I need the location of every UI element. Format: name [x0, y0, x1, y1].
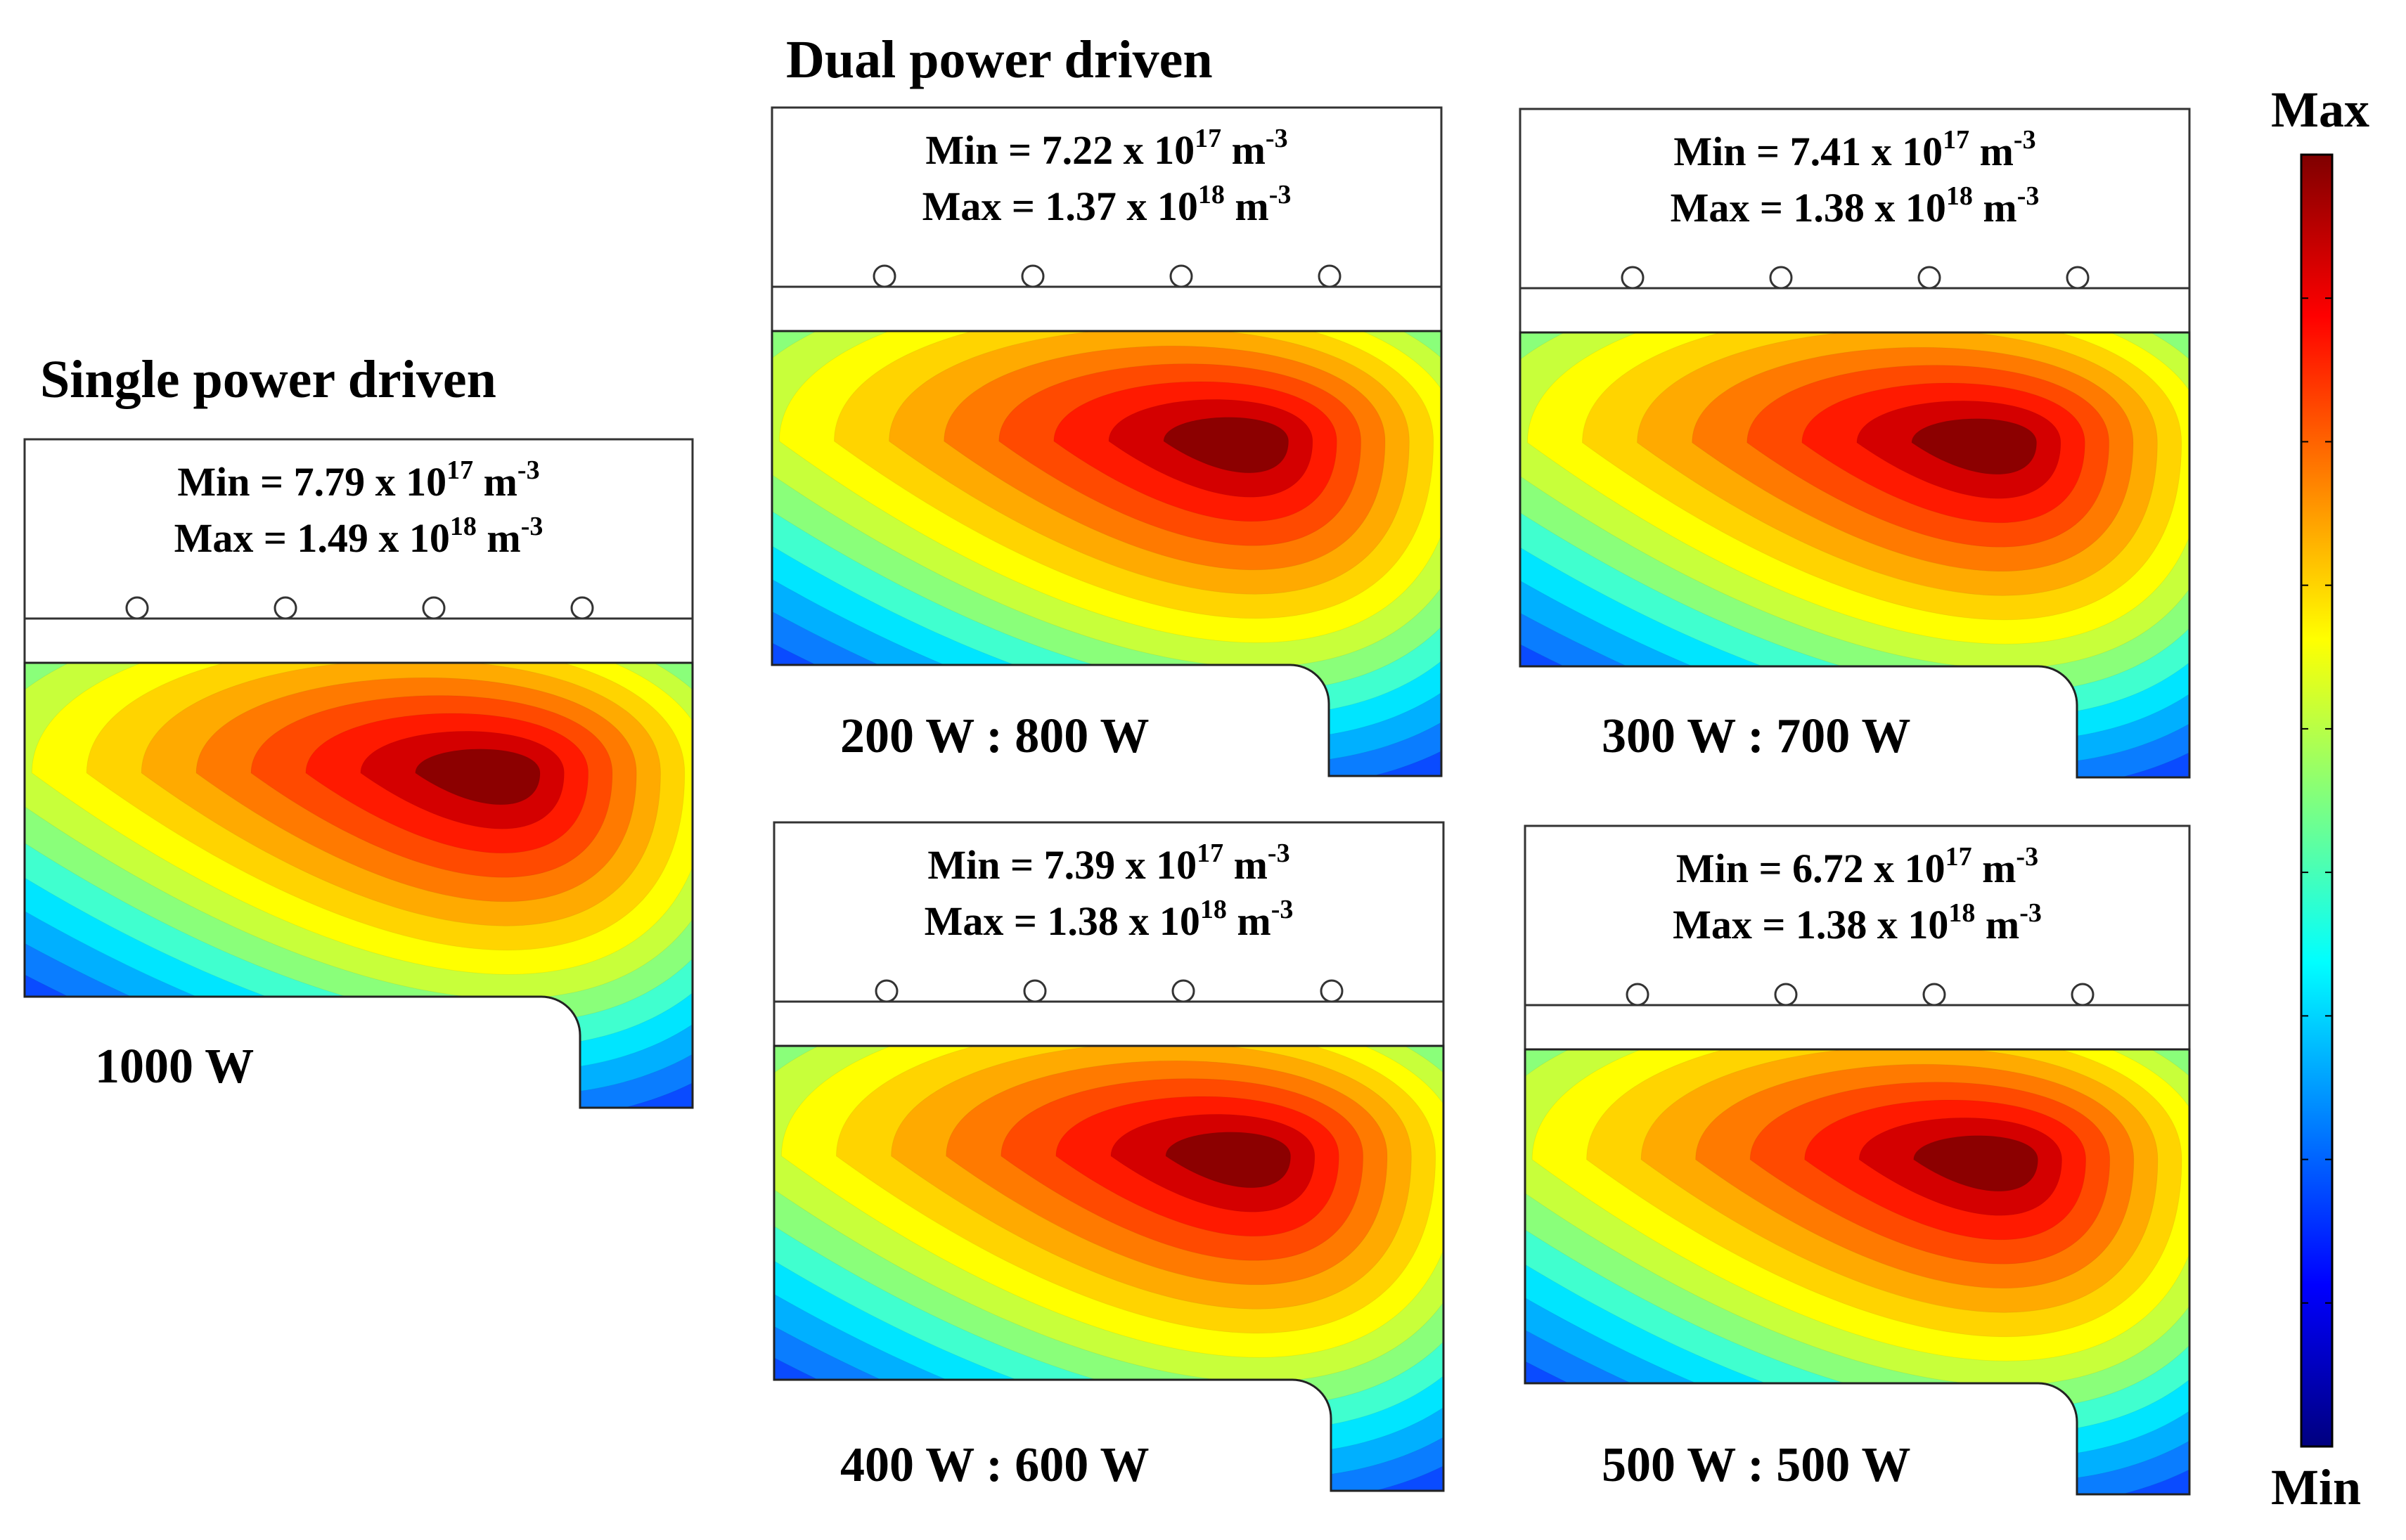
coil-circle — [1621, 266, 1645, 290]
coil-circle — [1169, 264, 1193, 288]
colorbar: Max Min — [2271, 82, 2369, 1515]
panel-300w-700w: Min = 7.41 x 1017 m-3 Max = 1.38 x 1018 m… — [1519, 108, 2191, 779]
coil-circle — [422, 596, 446, 620]
coil-circle — [1320, 979, 1344, 1003]
min-value: Min = 7.39 x 1017 m-3 — [927, 839, 1289, 888]
coil-circle — [1023, 979, 1047, 1003]
power-label: 1000 W — [95, 1040, 254, 1094]
max-value: Max = 1.38 x 1018 m-3 — [925, 895, 1294, 944]
coil-circle — [1171, 979, 1195, 1003]
info-box — [771, 106, 1443, 288]
gap-strip — [1519, 287, 2191, 334]
colorbar-ticks — [2301, 297, 2332, 1304]
coil-circle — [1774, 983, 1798, 1007]
coil-circle — [1626, 983, 1649, 1007]
domain-outline — [1524, 1048, 2191, 1496]
domain-outline — [771, 330, 1443, 777]
max-value: Max = 1.37 x 1018 m-3 — [922, 180, 1292, 229]
coil-circle — [2071, 983, 2095, 1007]
colorbar-max-label: Max — [2271, 82, 2369, 138]
colorbar-min-label: Min — [2271, 1459, 2361, 1515]
panel-500w-500w: Min = 6.72 x 1017 m-3 Max = 1.38 x 1018 m… — [1524, 824, 2191, 1496]
panel-400w-600w: Min = 7.39 x 1017 m-3 Max = 1.38 x 1018 m… — [773, 821, 1445, 1492]
density-contour-map — [774, 1046, 1443, 1491]
domain-outline — [1519, 331, 2191, 779]
min-value: Min = 7.79 x 1017 m-3 — [177, 455, 539, 505]
min-value: Min = 6.72 x 1017 m-3 — [1676, 842, 2038, 891]
coil-circle — [125, 596, 149, 620]
coil-circle — [570, 596, 594, 620]
coil-circle — [1769, 266, 1793, 290]
coil-circle — [1922, 983, 1946, 1007]
coil-circle — [1021, 264, 1045, 288]
gap-strip — [773, 1000, 1445, 1047]
gap-strip — [771, 285, 1443, 332]
coil-circle — [1318, 264, 1342, 288]
min-value: Min = 7.22 x 1017 m-3 — [925, 124, 1287, 173]
gap-strip — [1524, 1004, 2191, 1051]
domain-outline — [23, 661, 694, 1109]
density-contour-map — [1520, 332, 2189, 777]
max-value: Max = 1.49 x 1018 m-3 — [174, 512, 543, 561]
power-label: 500 W : 500 W — [1602, 1438, 1911, 1492]
info-box — [773, 821, 1445, 1003]
info-box — [23, 438, 694, 620]
power-label: 400 W : 600 W — [840, 1438, 1150, 1492]
colorbar-gradient — [2300, 153, 2334, 1448]
min-value: Min = 7.41 x 1017 m-3 — [1673, 125, 2035, 174]
max-value: Max = 1.38 x 1018 m-3 — [1671, 181, 2040, 231]
coil-circle — [2066, 266, 2090, 290]
info-box — [1519, 108, 2191, 290]
info-box — [1524, 824, 2191, 1007]
coil-circle — [875, 979, 899, 1003]
coil-circle — [274, 596, 297, 620]
dual-power-title: Dual power driven — [786, 30, 1213, 89]
gap-strip — [23, 617, 694, 664]
max-value: Max = 1.38 x 1018 m-3 — [1673, 898, 2042, 947]
single-power-title: Single power driven — [40, 350, 496, 409]
domain-outline — [773, 1044, 1445, 1492]
panel-1000w: Min = 7.79 x 1017 m-3 Max = 1.49 x 1018 m… — [23, 438, 694, 1109]
power-label: 200 W : 800 W — [840, 709, 1150, 763]
power-label: 300 W : 700 W — [1602, 709, 1911, 763]
coil-circle — [1917, 266, 1941, 290]
density-contour-map — [1525, 1049, 2189, 1494]
coil-circle — [873, 264, 896, 288]
